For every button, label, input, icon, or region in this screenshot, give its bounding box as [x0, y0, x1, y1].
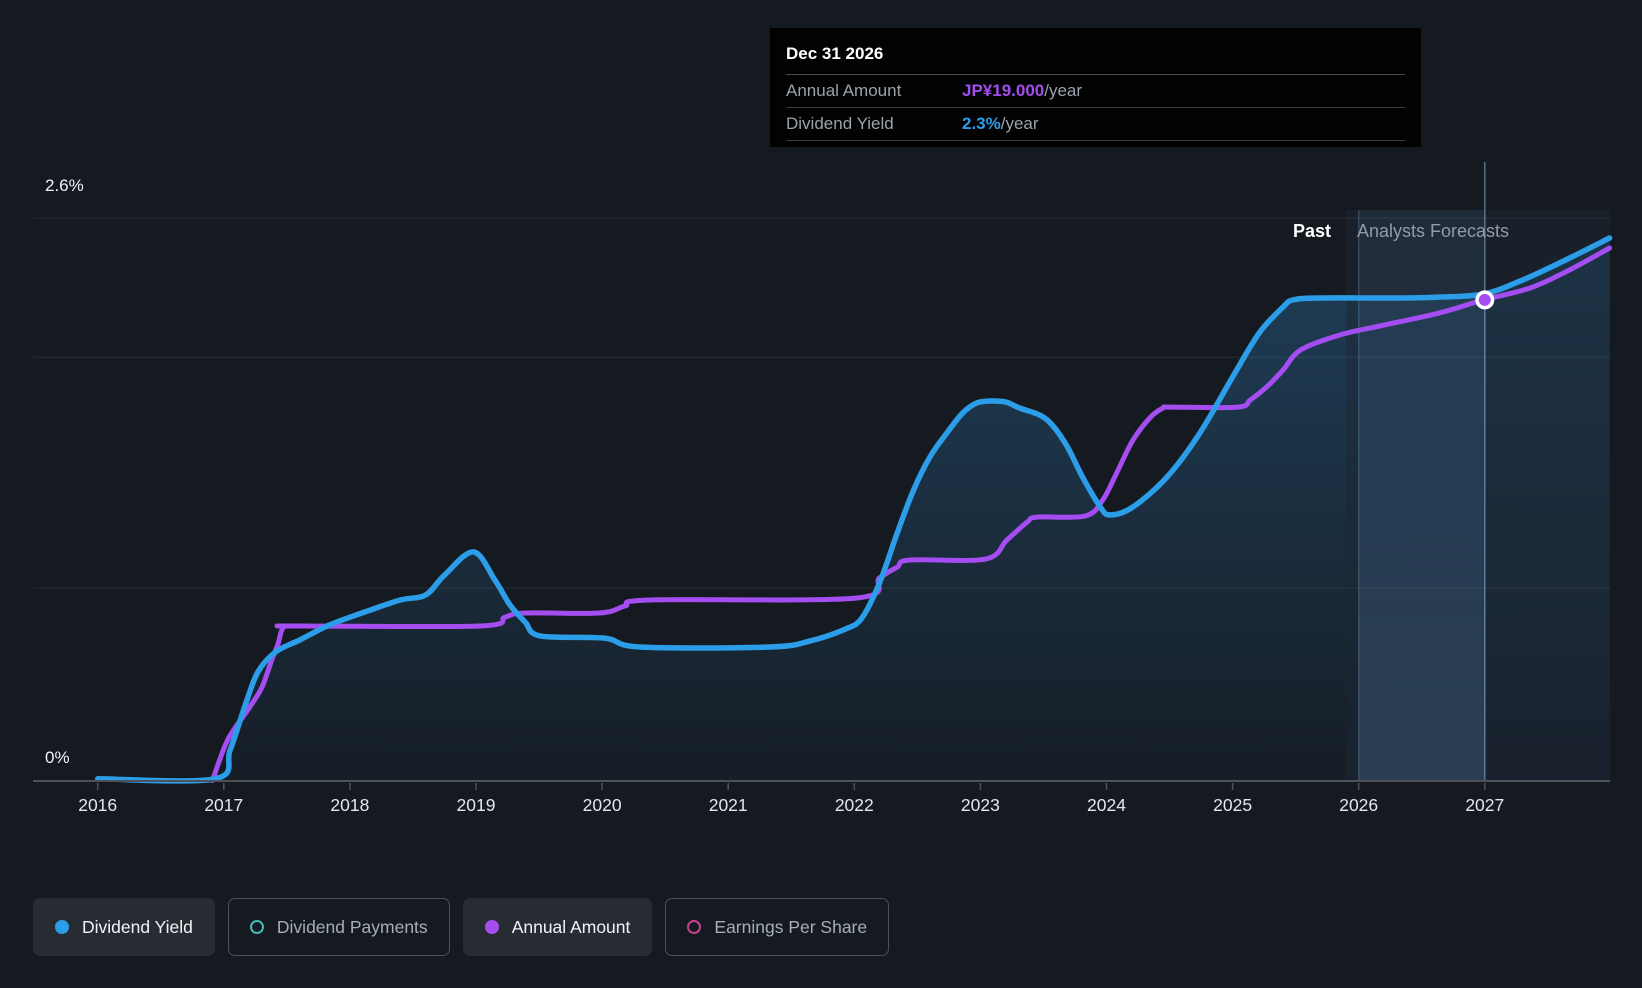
legend-button-earnings-per-share[interactable]: Earnings Per Share: [665, 898, 890, 956]
x-axis-label-2018: 2018: [330, 795, 370, 815]
dividend-yield-dot-icon: [55, 920, 69, 934]
x-axis-label-2024: 2024: [1087, 795, 1126, 815]
x-axis-label-2025: 2025: [1213, 795, 1253, 815]
x-axis-label-2021: 2021: [708, 795, 748, 815]
dividend-yield-area-past: [97, 297, 1347, 781]
x-axis-label-2016: 2016: [78, 795, 118, 815]
x-axis-label-2027: 2027: [1465, 795, 1505, 815]
past-region-label: Past: [1292, 221, 1331, 241]
tooltip-row-dividend-yield: Dividend Yield 2.3% /year: [786, 108, 1405, 141]
annual-amount-dot-icon: [484, 920, 499, 934]
tooltip-value: 2.3%: [962, 114, 1001, 133]
x-axis-label-2017: 2017: [204, 795, 244, 815]
dividend-yield-line: [94, 235, 1613, 784]
dividend-yield-area-forecast: [1346, 238, 1610, 781]
y-axis-max-label: 2.6%: [45, 176, 84, 195]
legend-button-dividend-yield[interactable]: Dividend Yield: [33, 898, 215, 956]
tooltip-date: Dec 31 2026: [786, 36, 1405, 75]
chart-legend: Dividend Yield Dividend Payments Annual …: [33, 898, 890, 956]
tooltip-value: JP¥19.000: [962, 81, 1045, 100]
earnings-per-share-ring-icon: [687, 920, 702, 934]
tooltip-label: Dividend Yield: [786, 114, 894, 133]
x-axis-label-2019: 2019: [456, 795, 496, 815]
legend-label: Dividend Yield: [82, 916, 193, 937]
forecast-region-label: Analysts Forecasts: [1357, 221, 1510, 241]
x-axis-label-2020: 2020: [582, 795, 622, 815]
chart-tooltip: Dec 31 2026 Annual Amount JP¥19.000 /yea…: [770, 28, 1421, 147]
legend-label: Dividend Payments: [276, 916, 428, 937]
x-axis-label-2022: 2022: [834, 795, 874, 815]
legend-label: Earnings Per Share: [714, 916, 868, 937]
dividend-payments-ring-icon: [249, 920, 264, 934]
hover-marker-dot: [1478, 293, 1491, 306]
annual-amount-line: [210, 245, 1613, 783]
x-axis-label-2023: 2023: [960, 795, 1000, 815]
legend-label: Annual Amount: [511, 916, 631, 937]
tooltip-row-annual-amount: Annual Amount JP¥19.000 /year: [786, 75, 1405, 108]
legend-button-annual-amount[interactable]: Annual Amount: [462, 898, 653, 956]
tooltip-suffix: /year: [1044, 81, 1083, 100]
y-axis-min-label: 0%: [45, 748, 70, 767]
tooltip-suffix: /year: [1000, 114, 1039, 133]
tooltip-label: Annual Amount: [786, 81, 902, 100]
x-axis-label-2026: 2026: [1339, 795, 1379, 815]
legend-button-dividend-payments[interactable]: Dividend Payments: [227, 898, 450, 956]
